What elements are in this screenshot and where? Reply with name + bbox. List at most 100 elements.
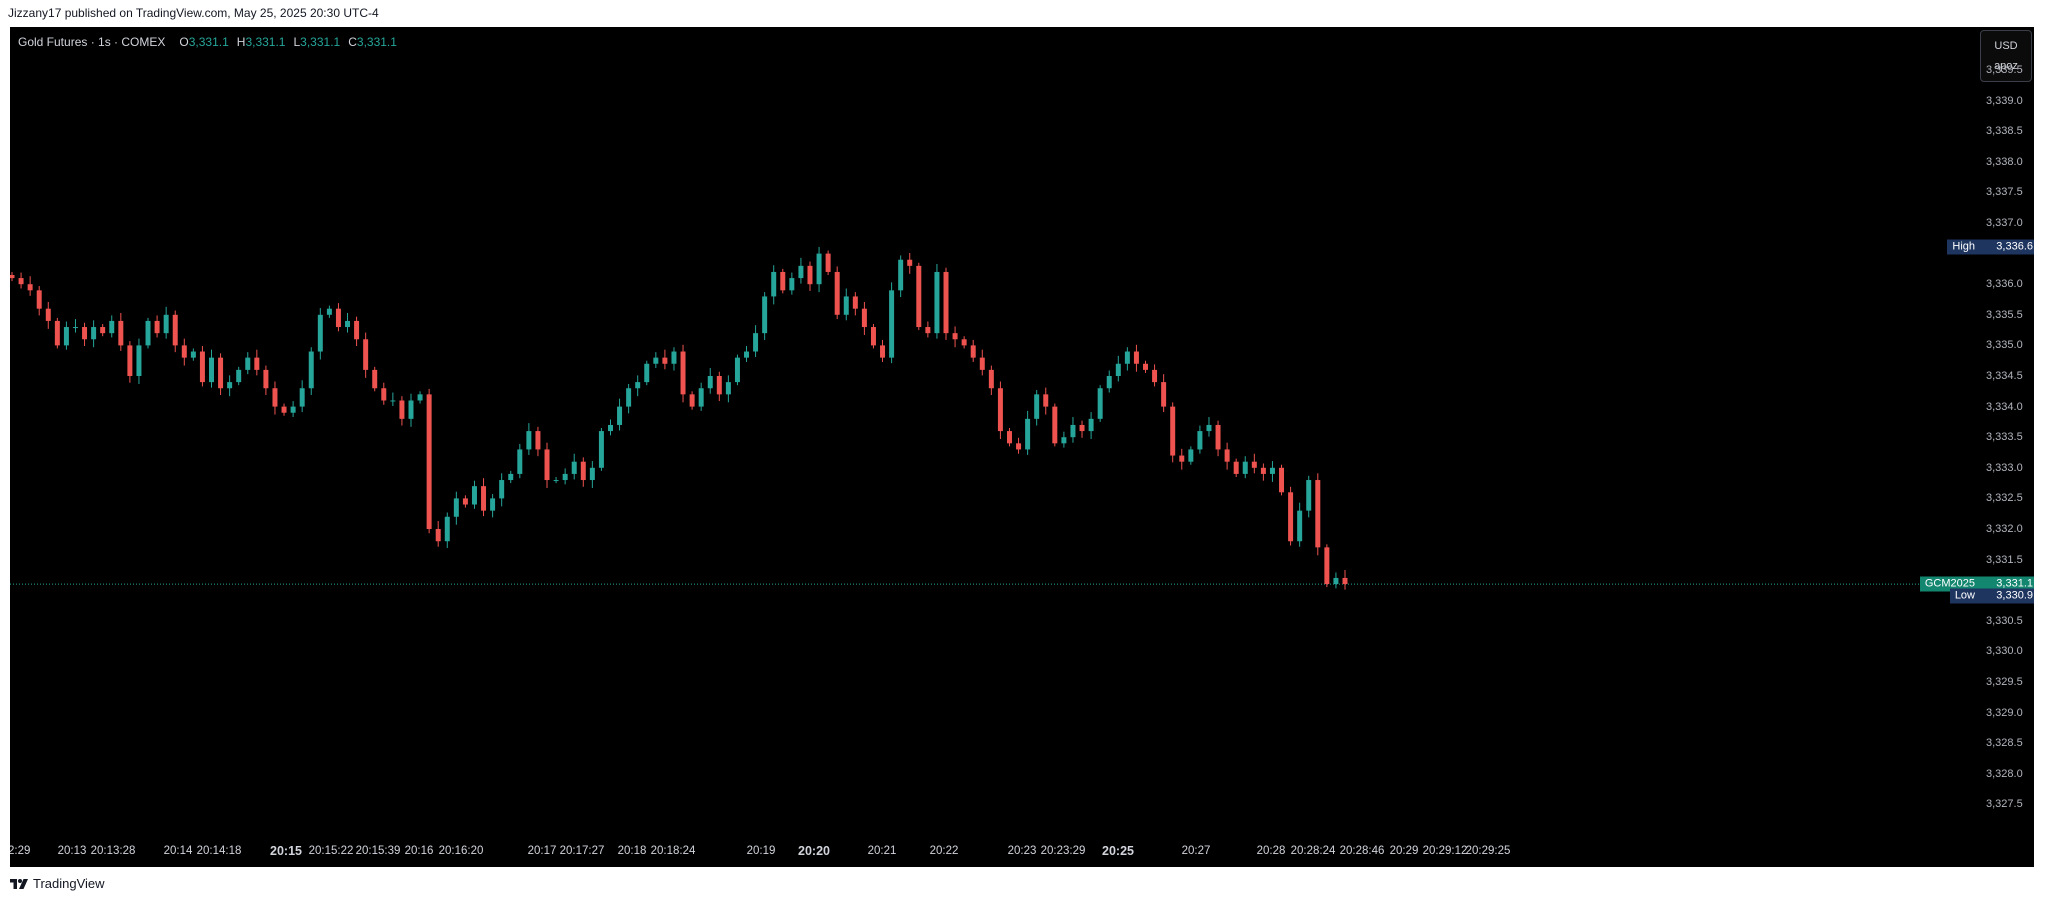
time-tick-label: 20:14:18 (196, 845, 242, 857)
price-tick-label: 3,329.5 (1986, 676, 2023, 688)
candle-body (789, 278, 795, 291)
candle-body (562, 473, 568, 481)
footer-brand-text: TradingView (33, 876, 105, 891)
candle-body (281, 406, 287, 413)
candle-body (63, 327, 69, 346)
candle-body (1333, 577, 1339, 585)
candle-body (209, 357, 214, 383)
candle-body (100, 327, 106, 334)
candle-body (662, 357, 668, 364)
candle-body (372, 369, 378, 389)
candle-body (27, 284, 33, 291)
price-tick-label: 3,335.0 (1986, 339, 2023, 352)
candle-body (762, 296, 768, 334)
candle-body (236, 369, 242, 383)
candle-body (499, 480, 505, 499)
currency-unit: apoz (1994, 60, 2018, 72)
candle-body (290, 406, 296, 413)
candle-body (544, 449, 550, 481)
candle-body (680, 351, 686, 395)
time-tick-label: 20:15:22 (308, 845, 354, 857)
time-tick-label: 20:13 (57, 845, 87, 857)
legend-close-value: 3,331.1 (356, 35, 397, 49)
time-tick-label: 20:28:46 (1339, 845, 1385, 857)
candle-body (72, 327, 78, 329)
candle-body (381, 388, 387, 401)
last-price-tag-value: 3,331.1 (1980, 576, 2034, 592)
candle-body (1242, 461, 1248, 474)
candle-body (1224, 449, 1230, 462)
candle-body (870, 327, 876, 346)
candle-body (961, 339, 967, 346)
candle-body (916, 265, 922, 328)
candle-body (1288, 492, 1294, 542)
legend-open-label: O (179, 35, 189, 49)
candle-body (1043, 394, 1049, 407)
candle-body (553, 480, 559, 482)
price-tick-label: 3,338.0 (1986, 155, 2023, 168)
candle-body (426, 394, 432, 529)
price-tick-label: 3,335.5 (1986, 308, 2023, 321)
candle-body (1034, 394, 1040, 419)
candle-body (1324, 547, 1330, 585)
time-tick-label: 20:17 (527, 845, 557, 857)
candle-body (644, 363, 650, 383)
candle-body (254, 357, 260, 370)
candle-body (834, 271, 840, 315)
price-tick-label: 3,327.5 (1986, 798, 2023, 811)
candle-body (689, 394, 695, 407)
time-tick-label: 20:18 (617, 845, 647, 857)
candle-body (127, 345, 133, 376)
candle-body (10, 275, 15, 279)
price-tick-label: 3,336.0 (1986, 278, 2023, 291)
candle-body (571, 461, 577, 474)
candle-body (725, 382, 731, 395)
candle-body (1006, 431, 1012, 444)
candle-body (417, 394, 423, 401)
candle-body (1251, 461, 1257, 468)
candle-body (444, 516, 450, 542)
candle-body (734, 357, 740, 383)
high-tag-label: High (1947, 239, 1980, 255)
price-tick-label: 3,334.0 (1986, 400, 2023, 413)
price-tick-label: 3,332.0 (1986, 523, 2023, 535)
legend-low-label: L (293, 35, 301, 49)
currency-code: USD (1994, 40, 2018, 52)
candle-body (317, 314, 323, 352)
candle-body (1342, 577, 1348, 585)
time-tick-label: 20:28:24 (1290, 845, 1336, 857)
time-tick-label: 20:22 (929, 845, 959, 857)
candle-body (263, 369, 269, 389)
price-tick-label: 3,339.5 (1986, 64, 2023, 76)
candle-body (399, 400, 405, 419)
candle-body (227, 382, 233, 389)
candle-body (1143, 363, 1148, 370)
candle-body (335, 308, 341, 328)
candle-body (82, 327, 88, 340)
candle-body (154, 320, 160, 334)
candle-body (943, 271, 949, 334)
candle-body (172, 314, 178, 346)
candle-body (580, 461, 586, 481)
price-tick-label: 3,333.5 (1986, 431, 2023, 444)
candle-body (898, 259, 904, 291)
chart-pane[interactable]: Gold Futures · 1s · COMEX O3,331.1 H3,33… (10, 27, 2034, 867)
candle-body (490, 498, 496, 511)
legend-high-value: 3,331.1 (245, 35, 286, 49)
price-tick-label: 3,337.5 (1986, 186, 2023, 199)
candle-body (390, 400, 396, 402)
currency-unit-button[interactable]: USD apoz (1980, 30, 2032, 82)
time-tick-label: 20:27 (1181, 845, 1211, 857)
legend-close-label: C (348, 35, 357, 49)
candle-body (934, 271, 940, 334)
time-tick-label: 20:13:28 (90, 845, 136, 857)
price-tick-label: 3,331.5 (1986, 553, 2023, 566)
legend-symbol: Gold Futures · 1s · COMEX (18, 35, 166, 49)
candle-body (435, 529, 441, 542)
candle-body (1197, 431, 1203, 450)
candle-body (1115, 363, 1121, 376)
candlestick-plot[interactable] (10, 27, 2034, 867)
footer-brand[interactable]: TradingView (10, 876, 105, 891)
candle-body (136, 345, 142, 376)
candle-body (1070, 424, 1076, 438)
